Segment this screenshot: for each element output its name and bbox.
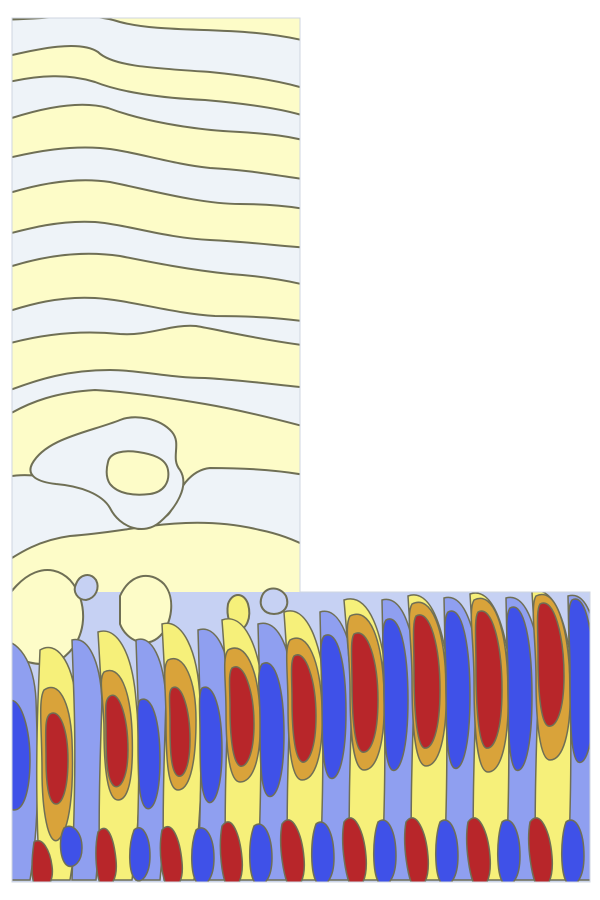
transition-bumps [12, 569, 289, 666]
column-8-red-bottom [219, 821, 244, 882]
column-6-red-bottom [159, 826, 184, 882]
column-6 [159, 622, 203, 882]
column-14-red-bottom [403, 817, 430, 882]
column-4-red [104, 694, 129, 788]
column-10 [279, 610, 329, 882]
bump-1 [12, 569, 85, 666]
column-5 [129, 638, 168, 882]
upper-arm-islands [29, 416, 185, 531]
column-11-deep [319, 634, 347, 780]
column-1-deep [12, 699, 31, 811]
column-19 [560, 594, 590, 882]
column-16 [465, 592, 515, 882]
column-13 [372, 598, 420, 882]
column-12-red [350, 632, 379, 753]
column-7-deep [198, 686, 223, 804]
island-2 [105, 450, 170, 496]
column-19-deep [567, 598, 590, 764]
column-13-deep-bottom [372, 819, 397, 882]
column-5-deep-bottom [129, 827, 151, 882]
column-15 [434, 596, 482, 882]
column-15-deep [443, 610, 471, 770]
column-14 [403, 594, 453, 882]
column-2-red-bottom [31, 839, 54, 882]
column-17-deep [505, 606, 533, 772]
column-12 [341, 598, 391, 882]
column-4 [95, 630, 141, 882]
bump-2 [73, 574, 99, 602]
column-9 [249, 622, 296, 882]
column-11 [310, 610, 358, 882]
column-2 [31, 646, 81, 882]
domain-outline [11, 17, 591, 883]
column-3-deep [59, 825, 83, 868]
column-1 [12, 639, 39, 881]
column-18-red-bottom [527, 817, 554, 882]
bump-5 [259, 587, 289, 616]
column-17-deep-bottom [496, 819, 521, 882]
wave-columns [12, 590, 590, 882]
column-5-deep [136, 698, 161, 810]
column-9-deep [257, 662, 285, 798]
column-19-deep-bottom [560, 819, 585, 882]
column-10-red [290, 654, 317, 763]
column-16-red-bottom [465, 817, 492, 882]
column-13-deep [381, 618, 409, 772]
column-8-red [228, 666, 255, 767]
column-6-red [168, 686, 191, 777]
column-12-red-bottom [341, 817, 368, 882]
bump-3 [119, 575, 173, 644]
column-11-deep-bottom [310, 821, 335, 882]
column-4-red-bottom [95, 827, 118, 882]
column-2-red [44, 712, 69, 805]
column-18 [527, 590, 577, 882]
column-7-deep-bottom [191, 827, 215, 882]
band-1 [12, 18, 311, 44]
column-15-deep-bottom [434, 819, 459, 882]
column-9-deep-bottom [249, 823, 273, 882]
column-7 [191, 628, 234, 882]
column-16-red [474, 610, 503, 749]
column-8 [219, 618, 267, 882]
column-14-red [412, 614, 441, 749]
column-10-red-bottom [279, 819, 306, 882]
column-18-red [536, 602, 565, 727]
